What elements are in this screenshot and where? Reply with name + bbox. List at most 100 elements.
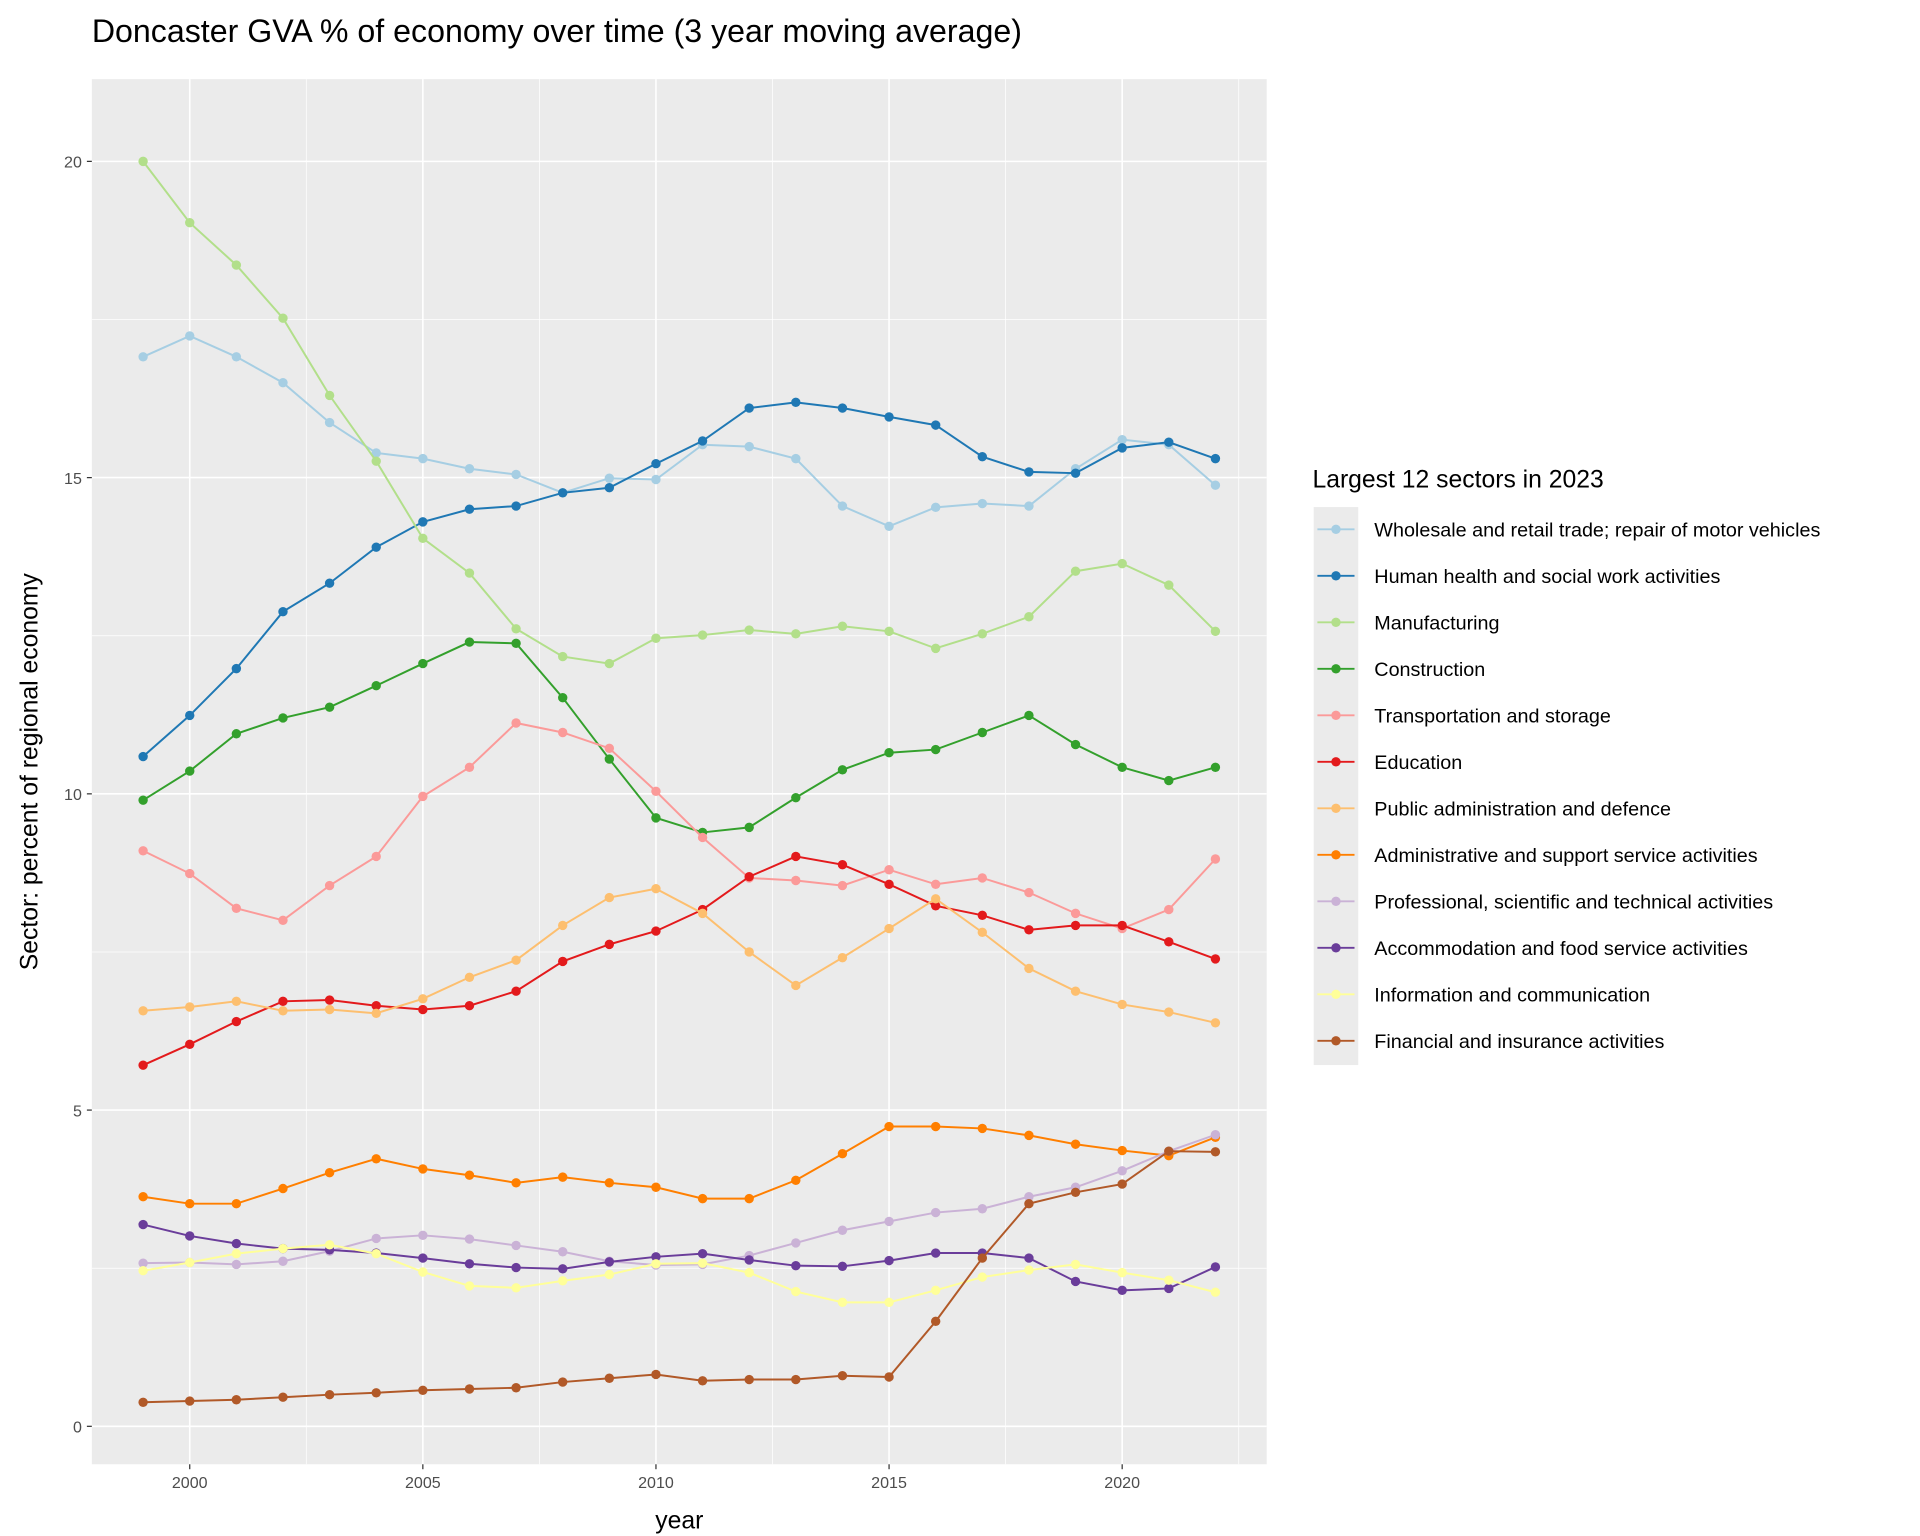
data-point bbox=[464, 1234, 475, 1244]
data-point bbox=[418, 1267, 428, 1277]
data-point bbox=[1070, 986, 1081, 996]
data-point bbox=[231, 352, 242, 362]
data-point bbox=[837, 621, 848, 631]
data-point bbox=[1164, 1146, 1174, 1156]
data-point bbox=[511, 469, 521, 480]
y-tick-label: 5 bbox=[73, 1102, 82, 1120]
data-point bbox=[837, 501, 848, 511]
data-point bbox=[977, 1123, 988, 1134]
data-point bbox=[651, 813, 661, 823]
data-point bbox=[185, 1002, 195, 1012]
data-point bbox=[418, 1230, 428, 1241]
series-6 bbox=[138, 884, 1221, 1028]
data-point bbox=[837, 880, 848, 891]
series-11 bbox=[138, 1146, 1221, 1407]
data-point bbox=[464, 637, 475, 647]
data-point bbox=[278, 996, 288, 1006]
data-point bbox=[278, 313, 288, 323]
data-point bbox=[1164, 1275, 1174, 1285]
data-point bbox=[977, 1272, 988, 1282]
legend-item: Manufacturing bbox=[1317, 613, 1500, 635]
legend-key-point bbox=[1331, 710, 1341, 721]
series-9 bbox=[138, 1219, 1221, 1296]
series-line bbox=[142, 1243, 1216, 1304]
data-point bbox=[278, 1256, 288, 1266]
data-point bbox=[977, 1253, 988, 1263]
data-point bbox=[977, 727, 988, 738]
data-point bbox=[1210, 626, 1221, 637]
data-point bbox=[1024, 1265, 1034, 1275]
data-point bbox=[651, 1252, 661, 1262]
data-point bbox=[511, 986, 521, 996]
data-point bbox=[511, 1262, 521, 1273]
data-point bbox=[1164, 1283, 1174, 1294]
data-point bbox=[977, 452, 988, 462]
data-point bbox=[558, 1276, 568, 1286]
data-point bbox=[185, 766, 195, 776]
data-point bbox=[371, 1388, 381, 1398]
data-point bbox=[1024, 501, 1034, 511]
data-point bbox=[1117, 1179, 1127, 1189]
data-point bbox=[1070, 920, 1081, 931]
data-point bbox=[884, 923, 894, 934]
data-point bbox=[1024, 612, 1034, 622]
data-point bbox=[884, 412, 894, 422]
legend-item: Financial and insurance activities bbox=[1317, 1031, 1664, 1053]
legend-item: Professional, scientific and technical a… bbox=[1317, 892, 1773, 914]
data-point bbox=[371, 1248, 381, 1259]
legend-title: Largest 12 sectors in 2023 bbox=[1312, 466, 1603, 493]
legend-key-point bbox=[1331, 617, 1341, 628]
data-point bbox=[371, 851, 381, 862]
data-point bbox=[930, 894, 941, 904]
data-point bbox=[324, 995, 335, 1005]
data-point bbox=[558, 1247, 568, 1257]
data-point bbox=[278, 1392, 288, 1402]
data-point bbox=[324, 417, 335, 428]
series-line bbox=[143, 1150, 1216, 1404]
data-point bbox=[604, 939, 615, 950]
data-point bbox=[185, 1257, 195, 1268]
data-point bbox=[837, 1149, 848, 1159]
data-point bbox=[278, 1243, 288, 1254]
data-point bbox=[930, 744, 941, 755]
series-line bbox=[142, 334, 1217, 528]
data-point bbox=[464, 504, 475, 514]
series-line bbox=[142, 721, 1217, 930]
data-point bbox=[837, 1261, 848, 1272]
data-point bbox=[1070, 1187, 1081, 1198]
data-point bbox=[138, 1192, 148, 1202]
data-point bbox=[837, 1225, 848, 1235]
data-point bbox=[231, 1016, 242, 1027]
data-point bbox=[1117, 920, 1127, 931]
data-point bbox=[1164, 1007, 1174, 1017]
data-point bbox=[278, 378, 288, 388]
legend-label: Human health and social work activities bbox=[1374, 566, 1720, 588]
data-point bbox=[837, 1297, 848, 1308]
data-point bbox=[464, 1001, 475, 1011]
data-point bbox=[1210, 1147, 1221, 1157]
data-point bbox=[1210, 1018, 1221, 1028]
data-point bbox=[138, 846, 148, 856]
data-point bbox=[231, 663, 242, 674]
data-point bbox=[977, 629, 988, 639]
data-point bbox=[837, 765, 848, 775]
legend-key-point bbox=[1331, 524, 1341, 535]
data-point bbox=[231, 1198, 242, 1209]
data-point bbox=[604, 658, 615, 669]
data-point bbox=[418, 1253, 428, 1263]
data-point bbox=[558, 651, 568, 662]
x-tick-label: 2020 bbox=[1104, 1474, 1140, 1492]
data-point bbox=[324, 1167, 335, 1178]
data-point bbox=[511, 624, 521, 634]
data-point bbox=[1210, 1262, 1221, 1272]
x-tick-label: 2015 bbox=[871, 1474, 907, 1492]
legend-label: Accommodation and food service activitie… bbox=[1374, 938, 1748, 960]
data-point bbox=[558, 920, 568, 931]
legend-item: Wholesale and retail trade; repair of mo… bbox=[1317, 520, 1820, 542]
data-point bbox=[697, 1258, 708, 1268]
legend-label: Wholesale and retail trade; repair of mo… bbox=[1374, 520, 1820, 542]
data-point bbox=[1070, 1276, 1081, 1287]
data-point bbox=[1164, 937, 1174, 947]
data-point bbox=[1117, 1145, 1127, 1156]
data-point bbox=[1117, 1166, 1127, 1176]
